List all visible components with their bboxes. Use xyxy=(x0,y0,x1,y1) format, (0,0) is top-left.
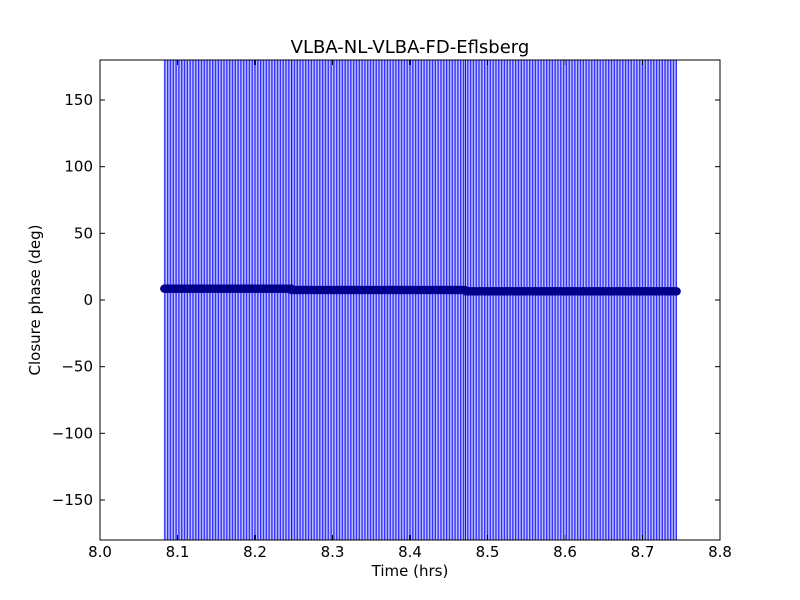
y-axis-label: Closure phase (deg) xyxy=(26,225,44,376)
x-tick-label: 8.4 xyxy=(398,543,422,561)
y-tick-label: 150 xyxy=(64,91,93,109)
y-tick-label: −50 xyxy=(61,358,93,376)
x-tick-label: 8.3 xyxy=(321,543,345,561)
error-bars xyxy=(163,60,677,540)
axis-ticks xyxy=(99,60,721,540)
x-tick-labels: 8.0 8.1 8.2 8.3 8.4 8.5 8.6 8.7 8.8 xyxy=(88,543,732,561)
y-tick-label: −100 xyxy=(52,424,93,442)
y-tick-label: 100 xyxy=(64,158,93,176)
x-tick-label: 8.2 xyxy=(243,543,267,561)
x-axis-label: Time (hrs) xyxy=(371,562,449,580)
x-tick-label: 8.7 xyxy=(631,543,655,561)
y-tick-label: 50 xyxy=(74,224,93,242)
y-tick-labels: 150 100 50 0 −50 −100 −150 xyxy=(52,91,93,509)
x-tick-label: 8.0 xyxy=(88,543,112,561)
data-point xyxy=(672,287,681,296)
data-points xyxy=(160,284,681,296)
x-tick-label: 8.5 xyxy=(476,543,500,561)
chart-title: VLBA-NL-VLBA-FD-Eflsberg xyxy=(291,37,530,58)
y-tick-label: 0 xyxy=(83,291,93,309)
y-tick-label: −150 xyxy=(52,491,93,509)
x-tick-label: 8.8 xyxy=(708,543,732,561)
x-tick-label: 8.1 xyxy=(166,543,190,561)
x-tick-label: 8.6 xyxy=(553,543,577,561)
